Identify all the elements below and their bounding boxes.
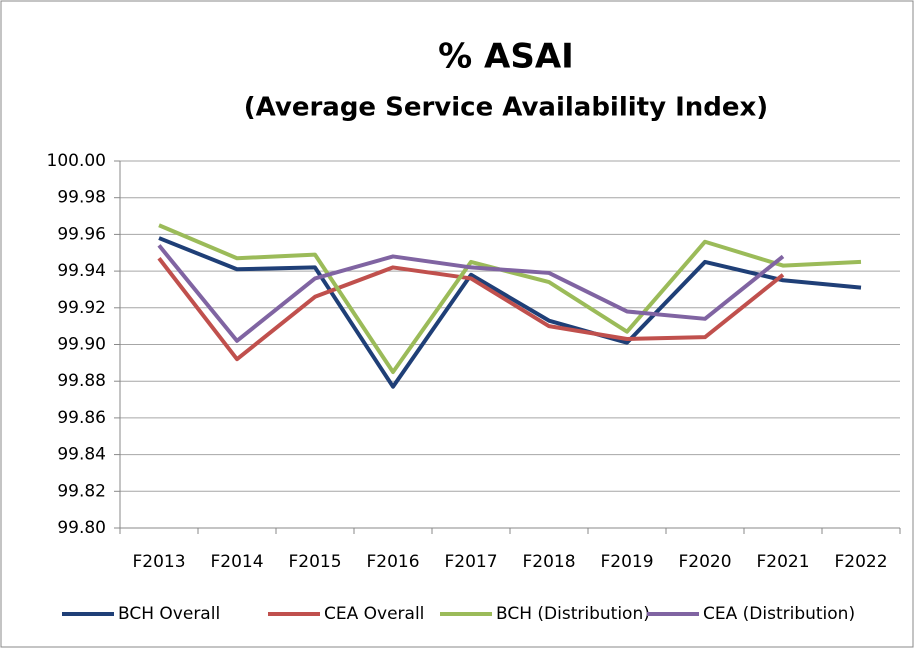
x-tick-label: F2018 — [522, 552, 575, 572]
series-line — [157, 244, 785, 343]
y-tick-label: 99.82 — [57, 481, 106, 501]
x-tick-label: F2017 — [444, 552, 497, 572]
series-line — [157, 257, 785, 362]
y-tick-label: 100.00 — [47, 151, 106, 171]
x-tick-label: F2022 — [834, 552, 887, 572]
legend-label: CEA (Distribution) — [703, 604, 855, 624]
y-tick-label: 99.80 — [57, 518, 106, 538]
y-tick-label: 99.96 — [57, 224, 106, 244]
series-line — [158, 236, 862, 389]
y-tick-label: 99.84 — [57, 445, 106, 465]
x-tick-label: F2015 — [288, 552, 341, 572]
chart-subtitle: (Average Service Availability Index) — [244, 93, 768, 123]
x-tick-label: F2019 — [600, 552, 653, 572]
y-tick-label: 99.92 — [57, 298, 106, 318]
y-tick-label: 99.88 — [57, 371, 106, 391]
legend-label: BCH Overall — [118, 604, 220, 624]
x-tick-label: F2021 — [756, 552, 809, 572]
y-tick-label: 99.98 — [57, 188, 106, 208]
y-tick-label: 99.86 — [57, 408, 106, 428]
x-tick-label: F2016 — [366, 552, 419, 572]
legend-label: CEA Overall — [324, 604, 424, 624]
y-tick-label: 99.90 — [57, 335, 106, 355]
x-tick-label: F2020 — [678, 552, 731, 572]
y-tick-label: 99.94 — [57, 261, 106, 281]
x-tick-label: F2013 — [132, 552, 185, 572]
legend-label: BCH (Distribution) — [496, 604, 650, 624]
chart-title: % ASAI — [438, 37, 574, 77]
x-tick-label: F2014 — [210, 552, 263, 572]
